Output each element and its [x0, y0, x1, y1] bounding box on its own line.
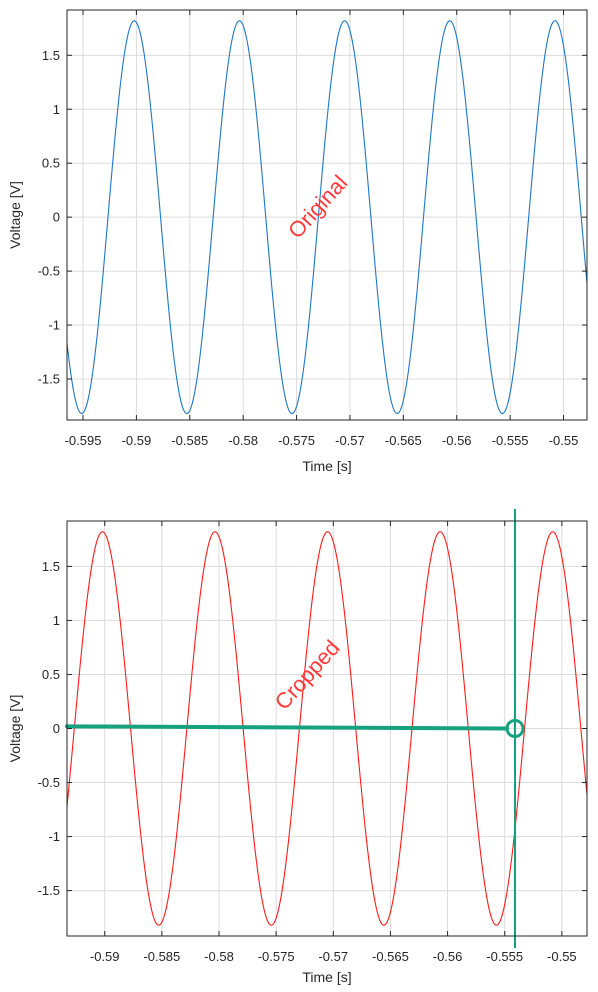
x-axis-label: Time [s]	[302, 458, 351, 474]
x-tick-label: -0.55	[547, 949, 577, 964]
y-tick-label: 0.5	[42, 156, 60, 171]
x-tick-label: -0.59	[122, 433, 152, 448]
y-tick-label: -1	[48, 318, 60, 333]
chart-2: Cropped-0.59 -0.585 -0.58 -0.575 -0.57 -0.565…	[7, 509, 588, 985]
y-axis-label: Voltage [V]	[7, 181, 23, 249]
x-tick-label: -0.595	[65, 433, 102, 448]
y-tick-label: 1	[53, 613, 60, 628]
axes-frame	[66, 9, 588, 421]
x-tick-label: -0.565	[372, 949, 409, 964]
x-tick-label: -0.56	[433, 949, 463, 964]
x-tick-label: -0.58	[228, 433, 258, 448]
y-tick-label: -1.5	[38, 372, 60, 387]
x-tick-label: -0.575	[258, 949, 295, 964]
y-tick-label: 0.5	[42, 667, 60, 682]
y-tick-label: 0	[53, 721, 60, 736]
x-axis-label: Time [s]	[302, 969, 351, 985]
x-tick-label: -0.57	[335, 433, 365, 448]
series-line	[66, 20, 588, 415]
x-tick-label: -0.57	[318, 949, 348, 964]
x-tick-label: -0.58	[204, 949, 234, 964]
x-tick-label: -0.555	[486, 949, 523, 964]
y-tick-label: 1.5	[42, 559, 60, 574]
x-tick-label: -0.59	[90, 949, 120, 964]
x-tick-label: -0.585	[143, 949, 180, 964]
y-tick-label: -0.5	[38, 775, 60, 790]
y-tick-label: -1.5	[38, 883, 60, 898]
y-tick-label: -1	[48, 829, 60, 844]
x-tick-label: -0.585	[171, 433, 208, 448]
y-tick-label: 1	[53, 102, 60, 117]
plot-area	[67, 10, 587, 420]
chart-1: Original-0.595 -0.59 -0.585 -0.58 -0.575 -0.5…	[7, 9, 588, 474]
y-tick-label: 1.5	[42, 48, 60, 63]
y-tick-label: 0	[53, 210, 60, 225]
series-line	[66, 531, 588, 926]
x-tick-label: -0.55	[549, 433, 579, 448]
zero-reference-line	[65, 724, 509, 731]
x-tick-label: -0.555	[492, 433, 529, 448]
x-tick-label: -0.56	[442, 433, 472, 448]
y-tick-label: -0.5	[38, 264, 60, 279]
y-axis-label: Voltage [V]	[7, 695, 23, 763]
zero-crossing-marker	[505, 719, 525, 738]
x-tick-label: -0.575	[278, 433, 315, 448]
x-tick-label: -0.565	[385, 433, 422, 448]
